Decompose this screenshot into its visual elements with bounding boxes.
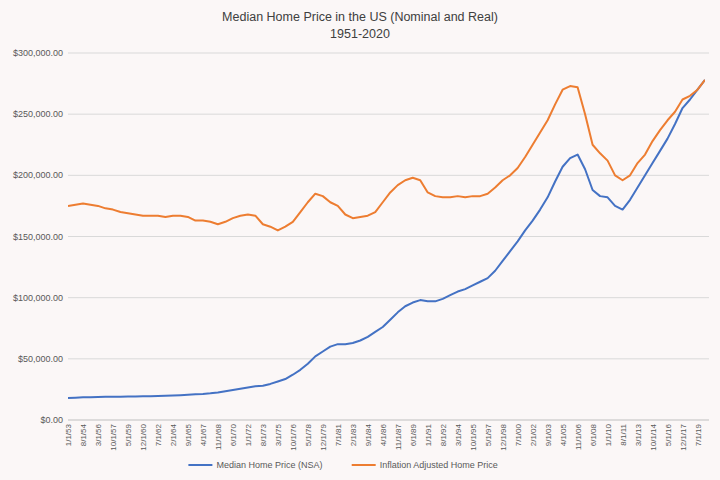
x-tick-label: 10/1/95 bbox=[469, 423, 478, 450]
x-tick-label: 3/1/94 bbox=[454, 423, 463, 446]
x-tick-label: 9/1/03 bbox=[544, 423, 553, 446]
chart: Median Home Price in the US (Nominal and… bbox=[0, 0, 720, 480]
x-tick-label: 9/1/84 bbox=[364, 423, 373, 446]
x-tick-label: 7/1/00 bbox=[514, 423, 523, 446]
x-tick-label: 4/1/67 bbox=[199, 423, 208, 446]
y-tick-label: $300,000.00 bbox=[13, 48, 63, 58]
legend-swatch bbox=[352, 464, 376, 466]
x-tick-label: 5/1/16 bbox=[664, 423, 673, 446]
series-line bbox=[68, 80, 705, 230]
x-tick-label: 3/1/13 bbox=[634, 423, 643, 446]
x-tick-label: 11/1/68 bbox=[214, 423, 223, 450]
plot-area bbox=[68, 80, 705, 398]
legend-label: Inflation Adjusted Home Price bbox=[380, 460, 498, 470]
legend-label: Median Home Price (NSA) bbox=[216, 460, 322, 470]
x-tick-label: 2/1/83 bbox=[349, 423, 358, 446]
grid-line bbox=[68, 358, 709, 359]
x-tick-label: 1/1/10 bbox=[604, 423, 613, 446]
x-tick-label: 12/1/98 bbox=[499, 423, 508, 450]
x-tick-label: 12/1/79 bbox=[319, 423, 328, 450]
x-tick-label: 8/1/11 bbox=[619, 423, 628, 445]
x-tick-label: 3/1/75 bbox=[274, 423, 283, 446]
x-tick-label: 11/1/06 bbox=[574, 423, 583, 450]
grid-line bbox=[68, 53, 709, 54]
x-tick-label: 1/1/53 bbox=[64, 423, 73, 446]
x-tick-label: 8/1/54 bbox=[79, 423, 88, 446]
y-tick-label: $150,000.00 bbox=[13, 232, 63, 242]
x-tick-label: 7/1/62 bbox=[154, 423, 163, 446]
x-tick-label: 12/1/17 bbox=[679, 423, 688, 450]
x-tick-label: 2/1/64 bbox=[169, 423, 178, 446]
y-tick-label: $200,000.00 bbox=[13, 170, 63, 180]
grid-line bbox=[68, 420, 709, 421]
x-tick-label: 8/1/73 bbox=[259, 423, 268, 446]
y-tick-label: $50,000.00 bbox=[18, 354, 63, 364]
background bbox=[0, 0, 720, 480]
x-tick-label: 9/1/65 bbox=[184, 423, 193, 446]
x-tick-label: 6/1/70 bbox=[229, 423, 238, 446]
y-tick-label: $250,000.00 bbox=[13, 109, 63, 119]
x-tick-label: 5/1/97 bbox=[484, 423, 493, 446]
x-tick-label: 10/1/76 bbox=[289, 423, 298, 450]
x-tick-label: 10/1/14 bbox=[649, 423, 658, 450]
legend: Median Home Price (NSA) Inflation Adjuste… bbox=[188, 460, 497, 470]
x-tick-label: 2/1/02 bbox=[529, 423, 538, 446]
x-tick-label: 11/1/87 bbox=[394, 423, 403, 450]
grid-line bbox=[68, 236, 709, 237]
x-tick-label: 10/1/57 bbox=[109, 423, 118, 450]
grid-line bbox=[68, 297, 709, 298]
grid-line bbox=[68, 175, 709, 176]
subtitle: 1951-2020 bbox=[330, 27, 390, 41]
x-tick-label: 7/1/81 bbox=[334, 423, 343, 446]
x-tick-label: 5/1/59 bbox=[124, 423, 133, 446]
legend-swatch bbox=[188, 464, 212, 466]
x-tick-label: 4/1/05 bbox=[559, 423, 568, 446]
x-tick-label: 8/1/92 bbox=[439, 423, 448, 446]
series-line bbox=[68, 80, 705, 398]
x-tick-label: 6/1/08 bbox=[589, 423, 598, 446]
x-tick-label: 3/1/56 bbox=[94, 423, 103, 446]
x-tick-label: 1/1/91 bbox=[424, 423, 433, 446]
title: Median Home Price in the US (Nominal and… bbox=[222, 10, 498, 24]
x-tick-label: 5/1/78 bbox=[304, 423, 313, 446]
x-tick-label: 6/1/89 bbox=[409, 423, 418, 446]
x-tick-label: 1/1/72 bbox=[244, 423, 253, 446]
x-tick-label: 7/1/19 bbox=[694, 423, 703, 446]
grid-line bbox=[68, 114, 709, 115]
x-tick-label: 4/1/86 bbox=[379, 423, 388, 446]
y-tick-label: $100,000.00 bbox=[13, 293, 63, 303]
y-tick-label: $0.00 bbox=[40, 415, 63, 425]
x-tick-label: 12/1/60 bbox=[139, 423, 148, 450]
